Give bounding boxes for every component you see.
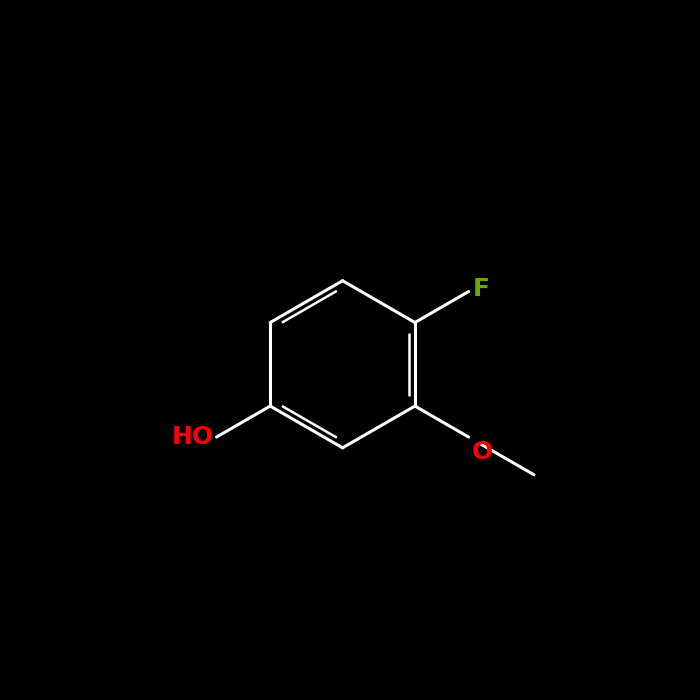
Text: F: F: [473, 276, 490, 301]
Text: O: O: [471, 440, 493, 463]
Text: HO: HO: [172, 425, 214, 449]
